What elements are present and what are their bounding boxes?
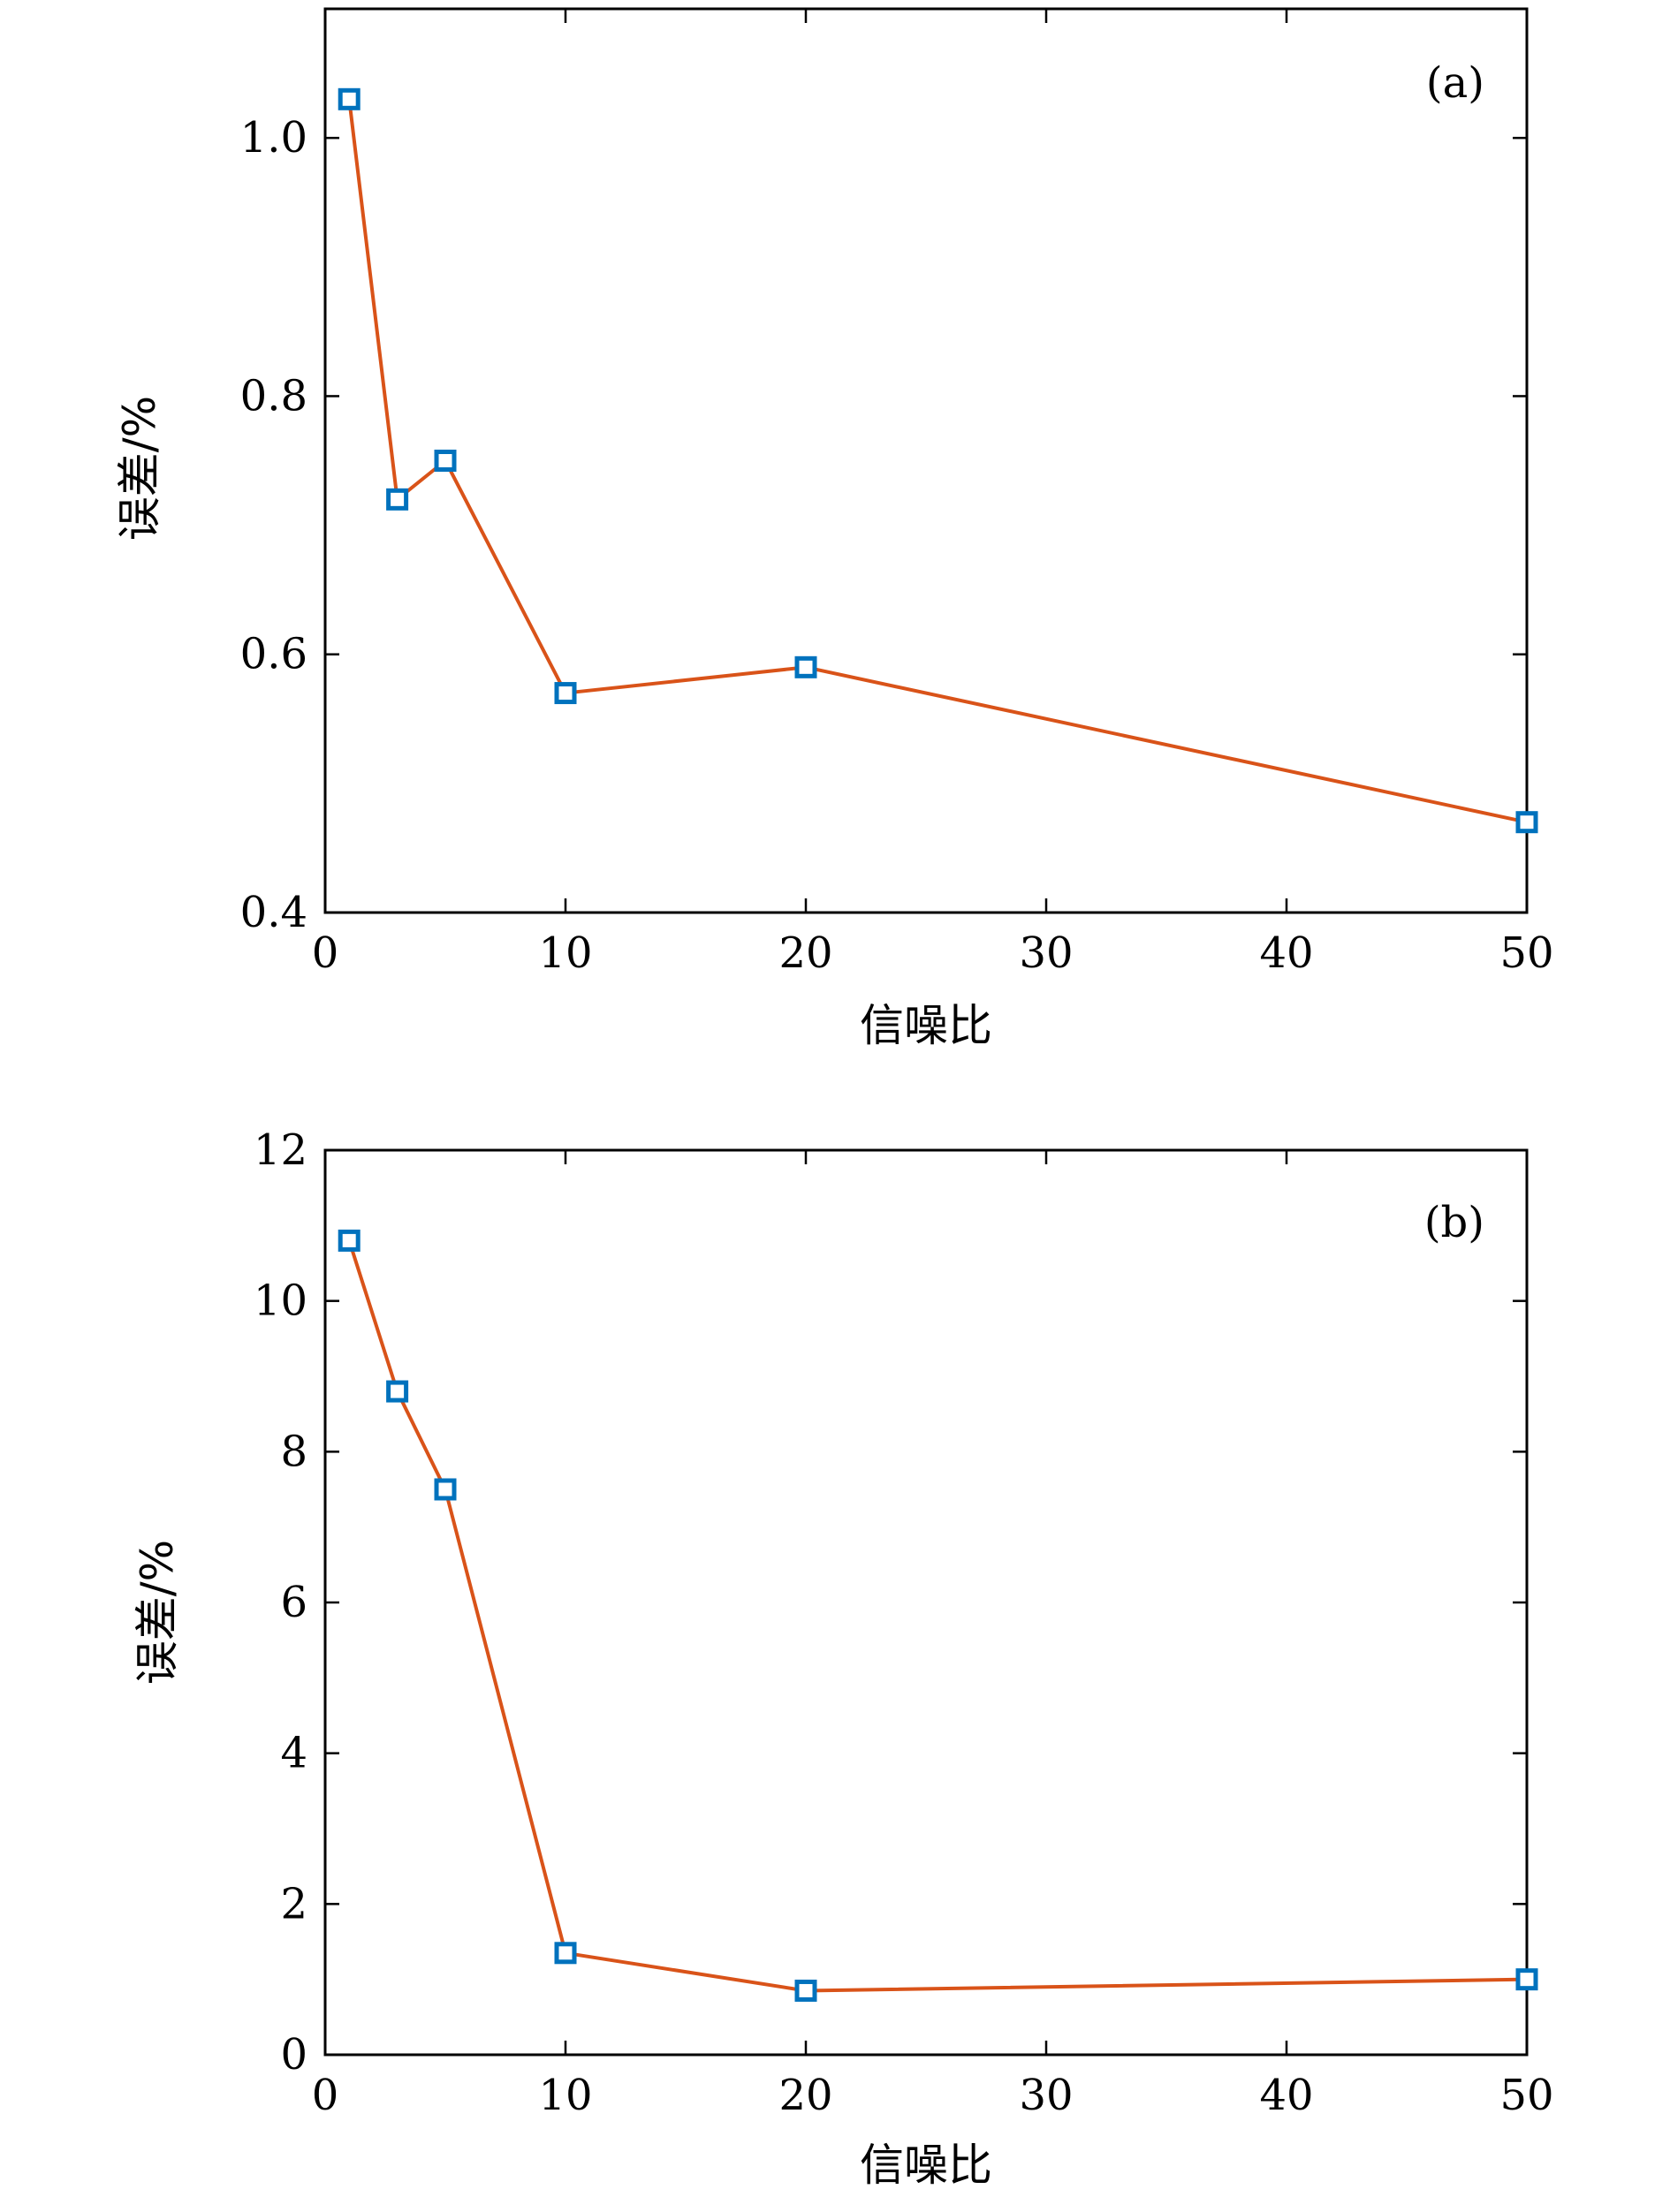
data-point-a <box>1515 811 1538 834</box>
series-line-b <box>347 1239 1528 1993</box>
x-tick-label-a: 20 <box>778 928 832 978</box>
x-tick-label-a: 40 <box>1259 928 1313 978</box>
data-point-b <box>1515 1968 1538 1991</box>
y-tick-label-b: 12 <box>254 1125 307 1175</box>
x-axis-title-b: 信噪比 <box>860 2140 992 2191</box>
y-tick-label-b: 10 <box>254 1276 307 1326</box>
series-line-a <box>347 99 1528 824</box>
data-point-b <box>386 1380 409 1403</box>
data-point-a <box>434 450 457 472</box>
x-tick-label-a: 0 <box>312 928 339 978</box>
x-tick-label-a: 50 <box>1499 928 1553 978</box>
x-axis-title-a: 信噪比 <box>860 1000 992 1051</box>
y-tick-label-b: 4 <box>280 1729 307 1778</box>
data-point-b <box>554 1942 577 1965</box>
panel-b-chart: 0 10 20 30 40 50 0 2 4 6 8 10 12 信噪比 误差/% (b) <box>132 1125 1554 2191</box>
y-tick-label-a: 1.0 <box>240 113 307 163</box>
data-point-a <box>794 655 817 678</box>
data-point-b <box>338 1229 361 1252</box>
x-tick-label-b: 40 <box>1259 2071 1313 2120</box>
data-point-a <box>554 682 577 705</box>
y-tick-label-a: 0.4 <box>240 888 307 937</box>
y-tick-label-b: 8 <box>280 1427 307 1476</box>
x-tick-label-b: 30 <box>1019 2071 1073 2120</box>
y-tick-label-a: 0.8 <box>240 371 307 420</box>
panel-a-chart: 0 10 20 30 40 50 0.4 0.6 0.8 1.0 信噪比 误差/% (a) <box>114 7 1554 1051</box>
y-tick-label-a: 0.6 <box>240 630 307 679</box>
x-tick-label-b: 20 <box>778 2071 832 2120</box>
data-point-b <box>434 1478 457 1501</box>
x-tick-label-a: 10 <box>538 928 592 978</box>
panel-label-b: (b) <box>1424 1198 1484 1247</box>
x-tick-label-b: 0 <box>312 2071 339 2120</box>
y-tick-label-b: 2 <box>280 1879 307 1928</box>
y-axis-title-b: 误差/% <box>132 1540 183 1685</box>
y-tick-label-b: 0 <box>280 2030 307 2079</box>
data-point-a <box>338 87 361 110</box>
plot-frame-a <box>323 7 1529 914</box>
x-tick-label-a: 30 <box>1019 928 1073 978</box>
data-point-b <box>794 1979 817 2002</box>
data-point-a <box>386 488 409 511</box>
y-tick-label-b: 6 <box>280 1578 307 1627</box>
x-tick-label-b: 50 <box>1499 2071 1553 2120</box>
panel-label-a: (a) <box>1426 58 1484 108</box>
plot-frame-b <box>323 1148 1529 2057</box>
y-axis-title-a: 误差/% <box>114 396 165 541</box>
x-tick-label-b: 10 <box>538 2071 592 2120</box>
